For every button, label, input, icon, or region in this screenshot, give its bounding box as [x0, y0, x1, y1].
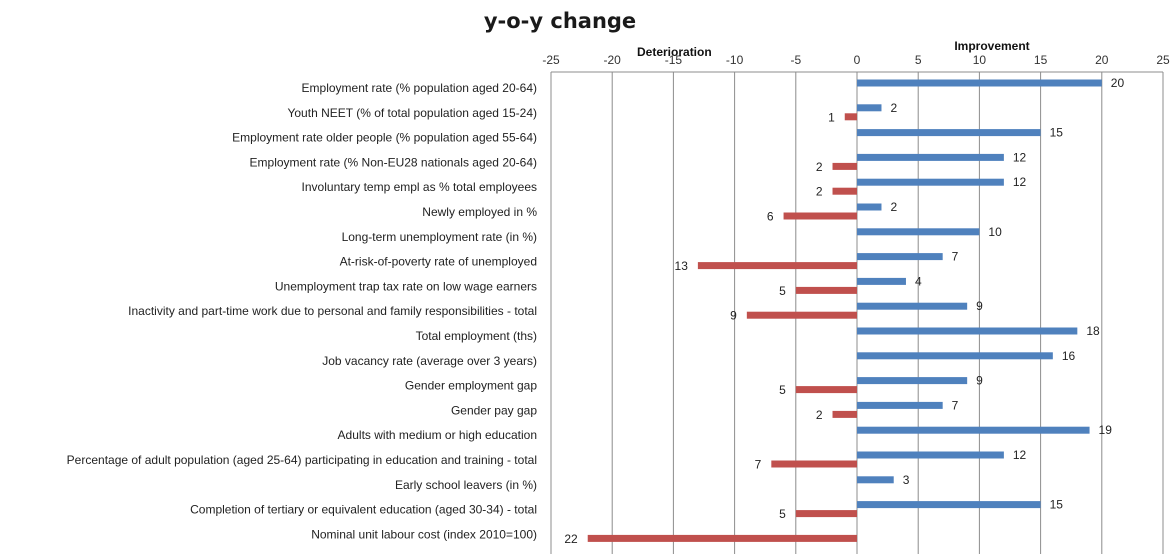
- bar-deterioration: [771, 460, 857, 468]
- bars: [587, 79, 1102, 542]
- data-label-improvement: 18: [1086, 324, 1100, 338]
- bar-improvement: [857, 451, 1004, 459]
- x-axis-tick-labels: -25 -20 -15 -10 -5 0 5 10 15 20 25: [542, 53, 1170, 67]
- data-label-improvement: 4: [915, 274, 922, 288]
- data-label-improvement: 20: [1111, 76, 1125, 90]
- category-label: Completion of tertiary or equivalent edu…: [190, 503, 537, 517]
- bar-improvement: [857, 327, 1078, 335]
- bar-improvement: [857, 104, 882, 112]
- category-label: Early school leavers (in %): [395, 478, 537, 492]
- category-label: Newly employed in %: [422, 205, 537, 219]
- bar-improvement: [857, 352, 1053, 360]
- data-label-improvement: 2: [890, 101, 897, 115]
- category-labels: Employment rate (% population aged 20-64…: [67, 81, 538, 541]
- bar-deterioration: [746, 311, 857, 319]
- x-tick-label: 20: [1095, 53, 1109, 67]
- data-label-improvement: 7: [952, 250, 959, 264]
- bar-improvement: [857, 79, 1102, 87]
- category-label: Long-term unemployment rate (in %): [342, 230, 537, 244]
- bar-deterioration: [783, 212, 857, 220]
- category-label: Employment rate older people (% populati…: [232, 131, 537, 145]
- category-label: Youth NEET (% of total population aged 1…: [287, 106, 537, 120]
- chart-title: y-o-y change: [484, 9, 636, 33]
- data-label-improvement: 12: [1013, 448, 1027, 462]
- category-label: Involuntary temp empl as % total employe…: [302, 180, 537, 194]
- data-label-deterioration: 2: [816, 160, 823, 174]
- bar-improvement: [857, 153, 1004, 161]
- bar-improvement: [857, 476, 894, 484]
- category-label: Percentage of adult population (aged 25-…: [67, 453, 537, 467]
- bar-deterioration: [844, 113, 857, 121]
- bar-deterioration: [587, 534, 857, 542]
- data-label-improvement: 9: [976, 299, 983, 313]
- data-label-improvement: 15: [1050, 126, 1064, 140]
- bar-deterioration: [795, 510, 857, 518]
- x-tick-label: -20: [604, 53, 622, 67]
- category-label: Employment rate (% Non-EU28 nationals ag…: [250, 155, 537, 169]
- x-tick-label: 0: [854, 53, 861, 67]
- data-label-deterioration: 6: [767, 210, 774, 224]
- bar-deterioration: [795, 386, 857, 394]
- data-label-deterioration: 5: [779, 284, 786, 298]
- data-label-deterioration: 13: [675, 259, 689, 273]
- category-label: Inactivity and part-time work due to per…: [128, 304, 537, 318]
- bar-deterioration: [697, 262, 857, 270]
- x-tick-label: -25: [542, 53, 560, 67]
- bar-improvement: [857, 302, 968, 310]
- data-label-improvement: 9: [976, 374, 983, 388]
- data-label-deterioration: 5: [779, 383, 786, 397]
- bar-improvement: [857, 277, 906, 285]
- category-label: Employment rate (% population aged 20-64…: [302, 81, 537, 95]
- bar-improvement: [857, 203, 882, 211]
- category-label: Gender employment gap: [405, 379, 537, 393]
- data-label-deterioration: 2: [816, 185, 823, 199]
- x-tick-label: 5: [915, 53, 922, 67]
- bar-improvement: [857, 377, 968, 385]
- bar-deterioration: [832, 162, 857, 170]
- bar-deterioration: [832, 187, 857, 195]
- bar-improvement: [857, 401, 943, 409]
- data-label-deterioration: 5: [779, 507, 786, 521]
- category-label: Total employment (ths): [416, 329, 537, 343]
- data-label-improvement: 10: [988, 225, 1002, 239]
- data-label-improvement: 3: [903, 473, 910, 487]
- category-label: At-risk-of-poverty rate of unemployed: [340, 255, 537, 269]
- category-label: Unemployment trap tax rate on low wage e…: [275, 279, 537, 293]
- x-tick-label: 15: [1034, 53, 1048, 67]
- x-tick-label: 25: [1156, 53, 1170, 67]
- bar-improvement: [857, 253, 943, 261]
- data-label-improvement: 16: [1062, 349, 1076, 363]
- x-tick-label: 10: [973, 53, 987, 67]
- bar-improvement: [857, 178, 1004, 186]
- deterioration-label: Deterioration: [637, 45, 712, 59]
- data-label-deterioration: 2: [816, 408, 823, 422]
- category-label: Adults with medium or high education: [338, 428, 537, 442]
- bar-improvement: [857, 129, 1041, 137]
- category-label: Gender pay gap: [451, 403, 537, 417]
- data-label-deterioration: 7: [755, 458, 762, 472]
- data-label-deterioration: 22: [564, 532, 578, 546]
- data-label-improvement: 7: [952, 398, 959, 412]
- data-label-deterioration: 1: [828, 110, 835, 124]
- data-label-improvement: 12: [1013, 150, 1027, 164]
- improvement-label: Improvement: [954, 39, 1029, 53]
- bar-improvement: [857, 426, 1090, 434]
- category-label: Job vacancy rate (average over 3 years): [322, 354, 537, 368]
- data-label-improvement: 2: [890, 200, 897, 214]
- data-label-deterioration: 9: [730, 309, 737, 323]
- bar-improvement: [857, 501, 1041, 509]
- data-label-improvement: 12: [1013, 175, 1027, 189]
- x-tick-label: -15: [665, 53, 683, 67]
- x-tick-label: -5: [790, 53, 801, 67]
- data-labels: 2021151221222610713459918169572191273155…: [564, 76, 1124, 546]
- category-label: Nominal unit labour cost (index 2010=100…: [311, 527, 537, 541]
- data-label-improvement: 19: [1099, 423, 1113, 437]
- data-label-improvement: 15: [1050, 498, 1064, 512]
- bar-improvement: [857, 228, 980, 236]
- bar-deterioration: [832, 410, 857, 418]
- x-tick-label: -10: [726, 53, 744, 67]
- bar-deterioration: [795, 286, 857, 294]
